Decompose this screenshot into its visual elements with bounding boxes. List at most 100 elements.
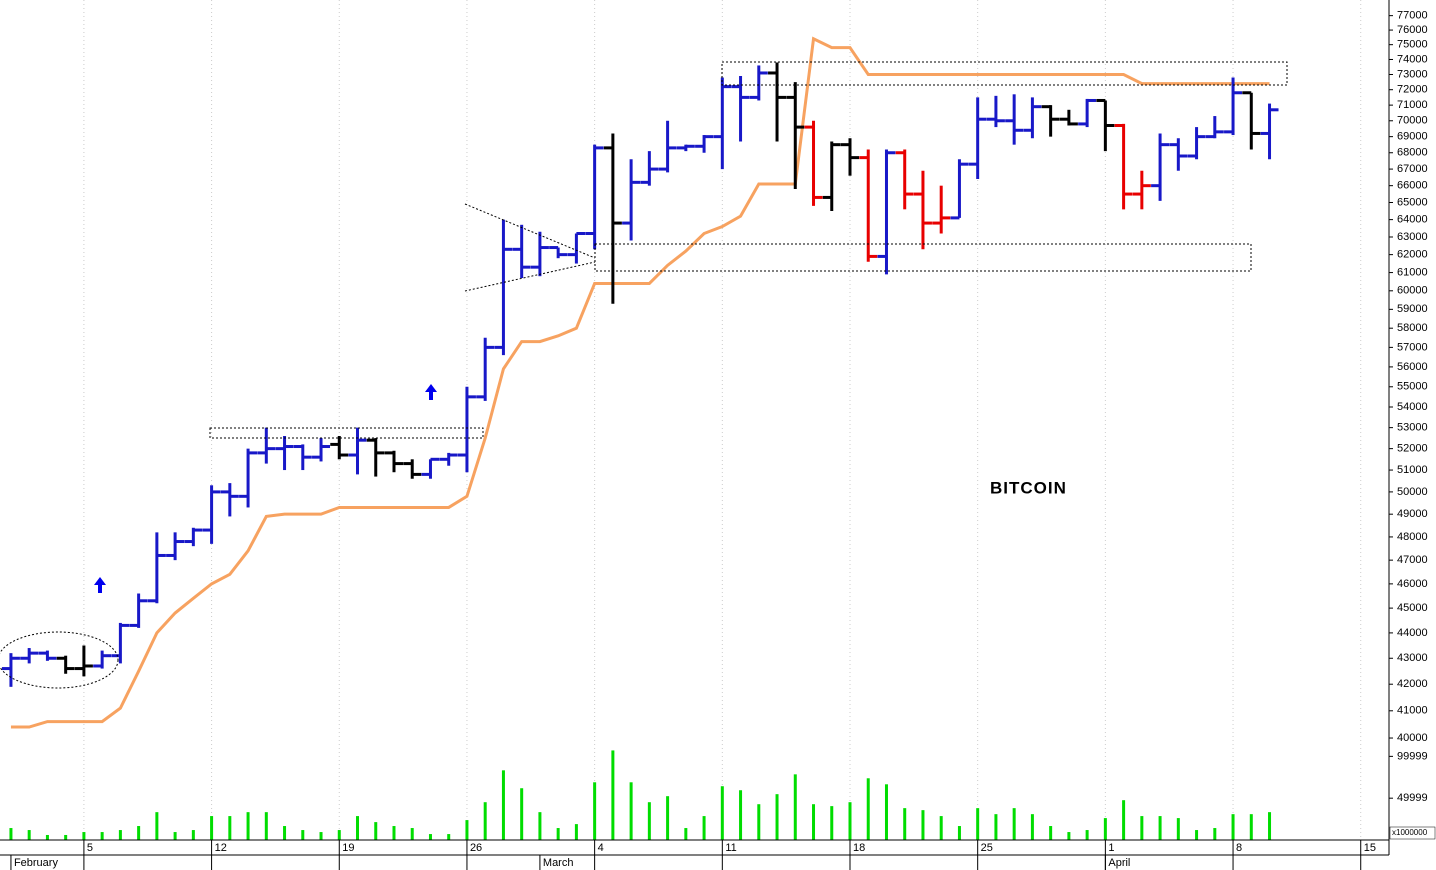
volume-bar xyxy=(1213,828,1217,840)
volume-bar xyxy=(356,816,360,840)
volume-bar xyxy=(775,794,779,840)
volume-bar xyxy=(611,750,615,840)
volume-bar xyxy=(647,802,651,840)
x-tick-label: 26 xyxy=(470,842,482,854)
y-tick-label: 69000 xyxy=(1397,131,1428,143)
y-tick-label: 55000 xyxy=(1397,381,1428,393)
volume-bar xyxy=(629,782,633,840)
y-tick-label: 62000 xyxy=(1397,249,1428,261)
volume-bar xyxy=(921,810,925,840)
volume-bar xyxy=(574,824,578,840)
volume-bar xyxy=(538,812,542,840)
volume-bar xyxy=(1268,812,1272,840)
volume-bar xyxy=(447,834,451,840)
volume-bar xyxy=(64,834,68,840)
unit-label: x1000000 xyxy=(1392,828,1428,837)
y-tick-label: 56000 xyxy=(1397,361,1428,373)
x-tick-label: 1 xyxy=(1108,842,1114,854)
volume-bar xyxy=(1030,814,1034,840)
volume-bar xyxy=(1085,830,1089,840)
y-tick-label: 73000 xyxy=(1397,68,1428,80)
volume-bar xyxy=(757,804,761,840)
range-box xyxy=(721,61,1288,86)
y-tick-label: 66000 xyxy=(1397,180,1428,192)
volume-bar xyxy=(501,770,505,840)
volume-bar xyxy=(374,822,378,840)
volume-bar xyxy=(994,814,998,840)
volume-bar xyxy=(301,830,305,840)
y-tick-label: 49999 xyxy=(1397,792,1428,804)
volume-bar xyxy=(1176,818,1180,840)
volume-bar xyxy=(228,816,232,840)
volume-bar xyxy=(1158,816,1162,840)
unit-box xyxy=(1389,826,1436,840)
volume-bar xyxy=(830,806,834,840)
volume-bar xyxy=(520,788,524,840)
y-tick-label: 57000 xyxy=(1397,341,1428,353)
triangle-line xyxy=(464,203,596,259)
y-tick-label: 41000 xyxy=(1397,705,1428,717)
volume-bar xyxy=(45,834,49,840)
volume-bar xyxy=(884,784,888,840)
volume-bar xyxy=(702,816,706,840)
volume-bar xyxy=(465,820,469,840)
y-tick-label: 44000 xyxy=(1397,627,1428,639)
volume-bar xyxy=(264,812,268,840)
y-tick-label: 54000 xyxy=(1397,401,1428,413)
x-tick-label: 15 xyxy=(1364,842,1376,854)
volume-bar xyxy=(1140,816,1144,840)
volume-bar xyxy=(283,826,287,840)
month-label: February xyxy=(14,857,59,869)
y-tick-label: 60000 xyxy=(1397,285,1428,297)
y-tick-label: 72000 xyxy=(1397,84,1428,96)
volume-bar xyxy=(684,828,688,840)
volume-bar xyxy=(720,786,724,840)
volume-bar xyxy=(483,802,487,840)
volume-bar xyxy=(1103,818,1107,840)
y-tick-label: 76000 xyxy=(1397,24,1428,36)
x-tick-label: 19 xyxy=(342,842,354,854)
y-tick-label: 45000 xyxy=(1397,602,1428,614)
y-tick-label: 71000 xyxy=(1397,99,1428,111)
volume-bar xyxy=(210,816,214,840)
y-tick-label: 61000 xyxy=(1397,266,1428,278)
volume-bar xyxy=(812,804,816,840)
volume-bar xyxy=(1249,814,1253,840)
pattern-ellipse xyxy=(0,631,119,689)
y-tick-label: 63000 xyxy=(1397,231,1428,243)
y-tick-label: 52000 xyxy=(1397,443,1428,455)
y-tick-label: 74000 xyxy=(1397,53,1428,65)
stop-line xyxy=(10,36,1270,729)
y-tick-label: 40000 xyxy=(1397,732,1428,744)
y-tick-label: 42000 xyxy=(1397,678,1428,690)
volume-bar xyxy=(1067,832,1071,840)
volume-bar xyxy=(866,778,870,840)
y-tick-label: 65000 xyxy=(1397,196,1428,208)
volume-bar xyxy=(593,782,597,840)
volume-bar xyxy=(556,828,560,840)
x-tick-label: 8 xyxy=(1236,842,1242,854)
volume-bar xyxy=(848,802,852,840)
y-tick-label: 77000 xyxy=(1397,10,1428,22)
y-tick-label: 53000 xyxy=(1397,422,1428,434)
volume-bar xyxy=(1012,808,1016,840)
volume-bar xyxy=(1049,826,1053,840)
volume-bar xyxy=(118,830,122,840)
volume-bar xyxy=(155,812,159,840)
arrow xyxy=(94,577,106,593)
volume-bar xyxy=(410,828,414,840)
volume-bar xyxy=(9,828,13,840)
volume-bar xyxy=(82,832,86,840)
volume-bar xyxy=(976,808,980,840)
y-tick-label: 59000 xyxy=(1397,303,1428,315)
volume-bar xyxy=(793,774,797,840)
y-tick-label: 75000 xyxy=(1397,39,1428,51)
volume-bar xyxy=(246,812,250,840)
volume-bar xyxy=(27,830,31,840)
arrow xyxy=(425,384,437,400)
volume-bar xyxy=(319,832,323,840)
y-tick-label: 68000 xyxy=(1397,147,1428,159)
